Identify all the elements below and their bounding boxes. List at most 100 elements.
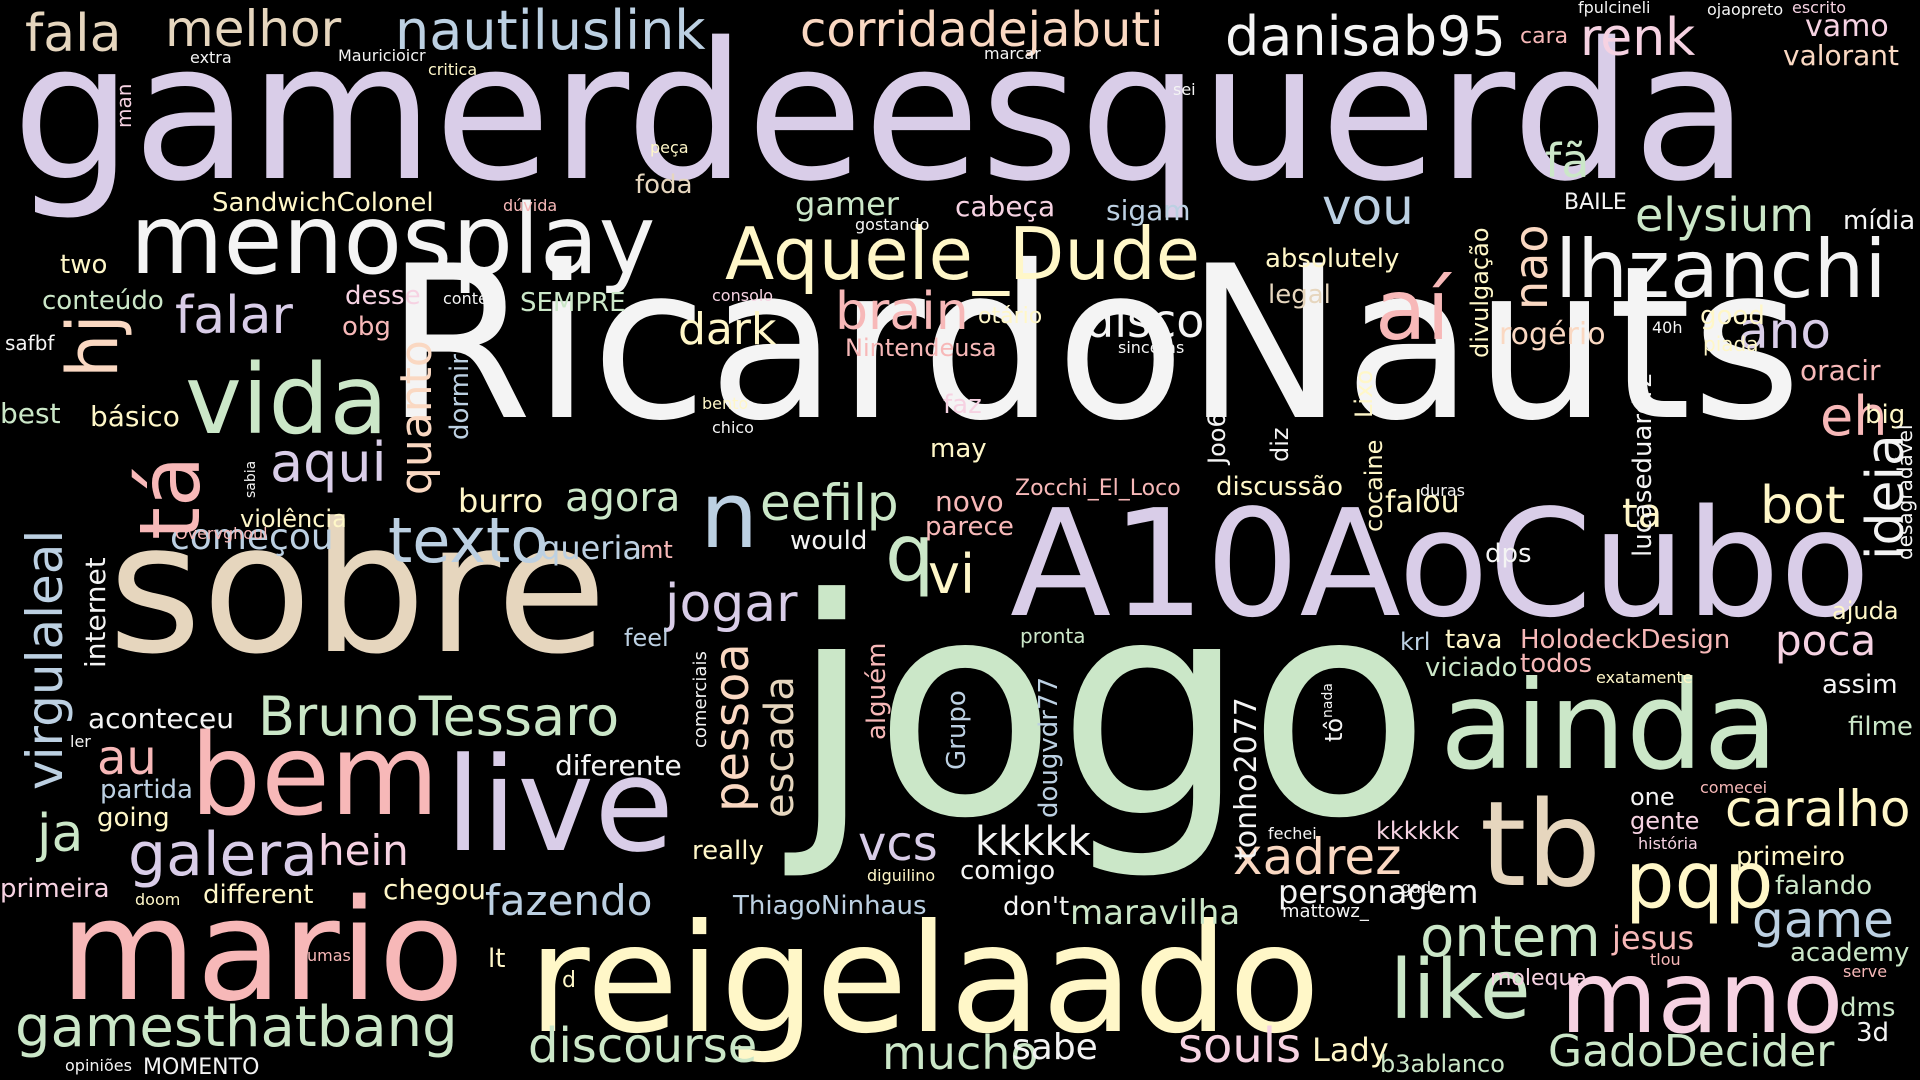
- word-ler: ler: [70, 732, 91, 751]
- word-one: one: [1630, 783, 1675, 811]
- word-best: best: [0, 397, 61, 430]
- word-valorant: valorant: [1783, 39, 1900, 72]
- word-man: man: [112, 83, 136, 128]
- word-gostando: gostando: [855, 215, 930, 234]
- word-desse: desse: [345, 281, 421, 311]
- word-fechei: fechei: [1268, 824, 1317, 843]
- word-good: good: [1700, 301, 1765, 331]
- word-queria: queria: [540, 529, 642, 567]
- word-ano: ano: [1738, 302, 1831, 360]
- word-caralho: caralho: [1725, 780, 1911, 838]
- word-diguilino: diguilino: [867, 866, 936, 885]
- word-brunotessaro: BrunoTessaro: [258, 685, 620, 748]
- word-sinceras: sinceras: [1118, 338, 1185, 357]
- word-3d: 3d: [1856, 1018, 1890, 1048]
- word-bem: bem: [190, 711, 440, 841]
- word-live: live: [445, 729, 675, 881]
- word-absolutely: absolutely: [1265, 244, 1400, 274]
- word-disco: disco: [1085, 294, 1205, 348]
- word-nao: nao: [1504, 224, 1558, 311]
- word-would: would: [790, 526, 868, 556]
- word-dps: dps: [1485, 539, 1532, 569]
- word-falar: falar: [175, 286, 293, 346]
- word-quanto: quanto: [391, 340, 442, 495]
- word-menosplay: menosplay: [130, 184, 656, 296]
- word-lixo: Lixo: [1350, 369, 1378, 418]
- word-going: going: [97, 803, 170, 833]
- word-xadrez: xadrez: [1233, 828, 1402, 886]
- word-ai: aí: [1375, 261, 1450, 359]
- word-duras: duras: [1420, 481, 1466, 500]
- word-vamo: vamo: [1805, 9, 1889, 44]
- word-serve: serve: [1843, 962, 1888, 981]
- word-danisab95: danisab95: [1225, 5, 1506, 68]
- word-safbf: safbf: [5, 331, 55, 355]
- word-gamerdeesquerda: gamerdeesquerda: [12, 2, 1749, 223]
- word-galera: galera: [128, 820, 318, 890]
- word-cocaine: cocaine: [1360, 439, 1388, 532]
- word-au: au: [97, 730, 157, 786]
- word-peca: peça: [650, 138, 689, 157]
- word-sei: sei: [1173, 80, 1196, 99]
- word-jogo: jogo: [790, 535, 1431, 884]
- word-critica: critica: [428, 60, 478, 79]
- word-souls: souls: [1178, 1018, 1302, 1074]
- word-fazendo: fazendo: [485, 876, 653, 925]
- word-comecou: começou: [170, 517, 334, 558]
- word-diz: diz: [1266, 427, 1294, 463]
- word-game: game: [1752, 891, 1894, 949]
- word-pronta: pronta: [1020, 624, 1086, 648]
- word-big: big: [1865, 400, 1906, 430]
- word-comecei: comecei: [1700, 778, 1768, 797]
- word-comigo: comigo: [960, 856, 1056, 886]
- word-exatamente: exatamente: [1596, 668, 1693, 687]
- word-mano: mano: [1560, 939, 1844, 1056]
- word-fa: fã: [1545, 134, 1590, 188]
- word-ajuda: ajuda: [1832, 597, 1899, 625]
- word-moleque: moleque: [1490, 966, 1586, 991]
- word-holodeckdesign: HolodeckDesign: [1520, 625, 1731, 655]
- word-assim: assim: [1822, 670, 1898, 700]
- word-todos: todos: [1520, 649, 1593, 679]
- word-vida: vida: [185, 344, 389, 456]
- word-gente: gente: [1630, 807, 1700, 835]
- word-different: different: [203, 880, 314, 910]
- word-pessoa: pessoa: [704, 643, 760, 812]
- word-diferente: diferente: [555, 749, 682, 782]
- word-falando: falando: [1775, 871, 1873, 901]
- word-texto: texto: [388, 504, 549, 577]
- word-brain: brain: [835, 282, 969, 342]
- word-grupo: Grupo: [942, 690, 972, 770]
- word-marcar: marcar: [984, 44, 1041, 63]
- word-desagradavel: desagradável: [1893, 424, 1917, 561]
- word-joo: Joo677821655: [1203, 290, 1231, 464]
- word-discourse: discourse: [528, 1018, 758, 1074]
- word-mucho: mucho: [882, 1026, 1039, 1080]
- word-dont: don't: [1003, 892, 1070, 922]
- word-dougvdr77: dougvdr77: [1034, 676, 1064, 818]
- word-sandwichcolonel: SandwichColonel: [212, 188, 434, 218]
- word-krl: krl: [1400, 628, 1431, 656]
- word-lucaseduardrz: lucaseduardrz: [1628, 373, 1658, 557]
- word-umas: umas: [307, 946, 351, 965]
- word-tlou: tlou: [1650, 950, 1681, 969]
- word-really: really: [692, 836, 764, 866]
- word-legal: legal: [1268, 280, 1331, 310]
- word-basico: básico: [90, 400, 180, 433]
- word-personagem: personagem: [1278, 873, 1479, 911]
- word-historia: história: [1638, 834, 1698, 853]
- word-academy: academy: [1790, 938, 1910, 968]
- word-falou: falou: [1385, 485, 1460, 520]
- word-renk: renk: [1580, 8, 1696, 68]
- word-bot: bot: [1760, 476, 1846, 536]
- word-sabia: sabia: [243, 460, 259, 498]
- word-tonho2077: tonho2077: [1229, 697, 1264, 860]
- word-hj: hj: [52, 314, 134, 378]
- word-escrito: escrito: [1792, 0, 1847, 17]
- word-n: n: [700, 462, 759, 569]
- word-hein: hein: [318, 826, 409, 875]
- word-extra: extra: [190, 48, 232, 67]
- word-dms: dms: [1840, 993, 1896, 1023]
- word-aqui: aqui: [270, 431, 387, 494]
